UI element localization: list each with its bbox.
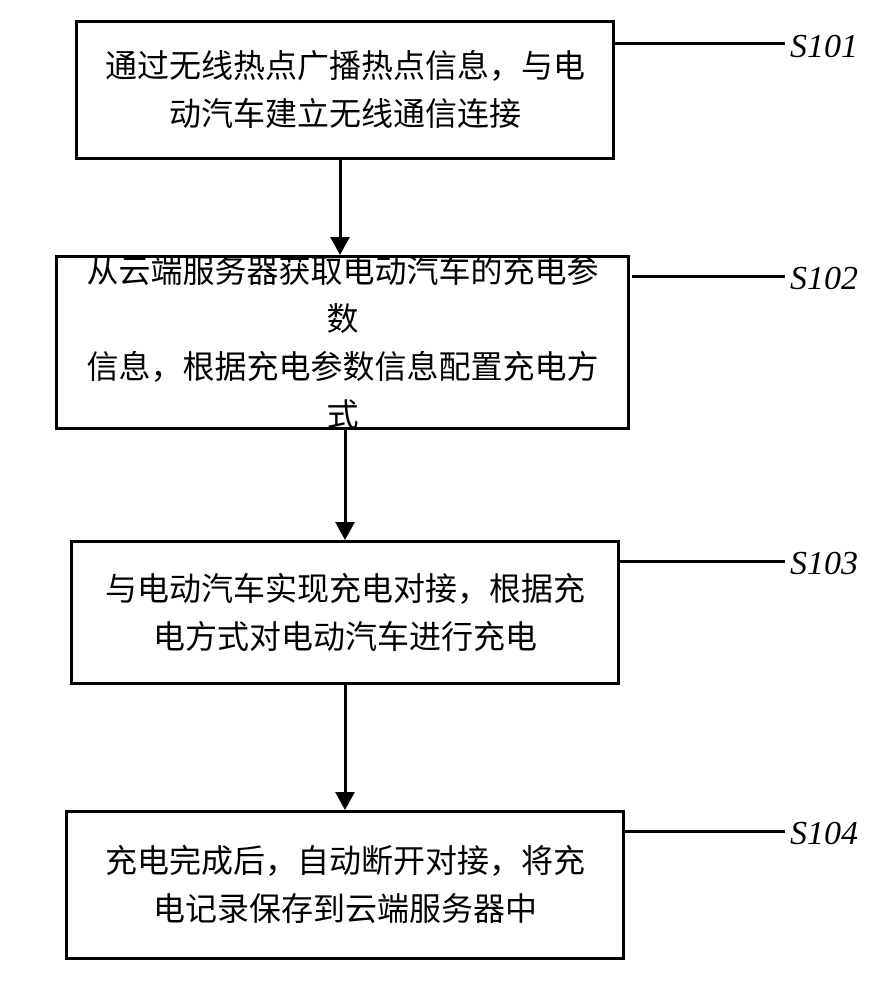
flow-node-s104: 充电完成后，自动断开对接，将充 电记录保存到云端服务器中 bbox=[65, 810, 625, 960]
flowchart-canvas: 通过无线热点广播热点信息，与电 动汽车建立无线通信连接 从云端服务器获取电动汽车… bbox=[0, 0, 895, 1000]
flow-node-text: 充电完成后，自动断开对接，将充 电记录保存到云端服务器中 bbox=[105, 837, 585, 933]
arrow-head-icon bbox=[335, 522, 355, 540]
flow-node-text: 与电动汽车实现充电对接，根据充 电方式对电动汽车进行充电 bbox=[105, 565, 585, 661]
flow-node-text: 通过无线热点广播热点信息，与电 动汽车建立无线通信连接 bbox=[105, 42, 585, 138]
callout-line bbox=[615, 42, 785, 45]
flow-arrow bbox=[344, 685, 347, 792]
callout-line bbox=[625, 830, 785, 833]
flow-node-s103: 与电动汽车实现充电对接，根据充 电方式对电动汽车进行充电 bbox=[70, 540, 620, 685]
flow-arrow bbox=[339, 160, 342, 237]
step-label-text: S103 bbox=[790, 545, 858, 582]
arrow-head-icon bbox=[330, 237, 350, 255]
step-label-text: S101 bbox=[790, 28, 858, 65]
step-label-s103: S103 bbox=[790, 545, 858, 583]
step-label-s102: S102 bbox=[790, 260, 858, 298]
flow-node-s102: 从云端服务器获取电动汽车的充电参数 信息，根据充电参数信息配置充电方式 bbox=[55, 255, 630, 430]
step-label-s104: S104 bbox=[790, 815, 858, 853]
callout-line bbox=[620, 560, 785, 563]
callout-line bbox=[632, 275, 785, 278]
step-label-text: S104 bbox=[790, 815, 858, 852]
arrow-head-icon bbox=[335, 792, 355, 810]
flow-arrow bbox=[344, 430, 347, 522]
step-label-text: S102 bbox=[790, 260, 858, 297]
step-label-s101: S101 bbox=[790, 28, 858, 66]
flow-node-text: 从云端服务器获取电动汽车的充电参数 信息，根据充电参数信息配置充电方式 bbox=[82, 247, 603, 439]
flow-node-s101: 通过无线热点广播热点信息，与电 动汽车建立无线通信连接 bbox=[75, 20, 615, 160]
